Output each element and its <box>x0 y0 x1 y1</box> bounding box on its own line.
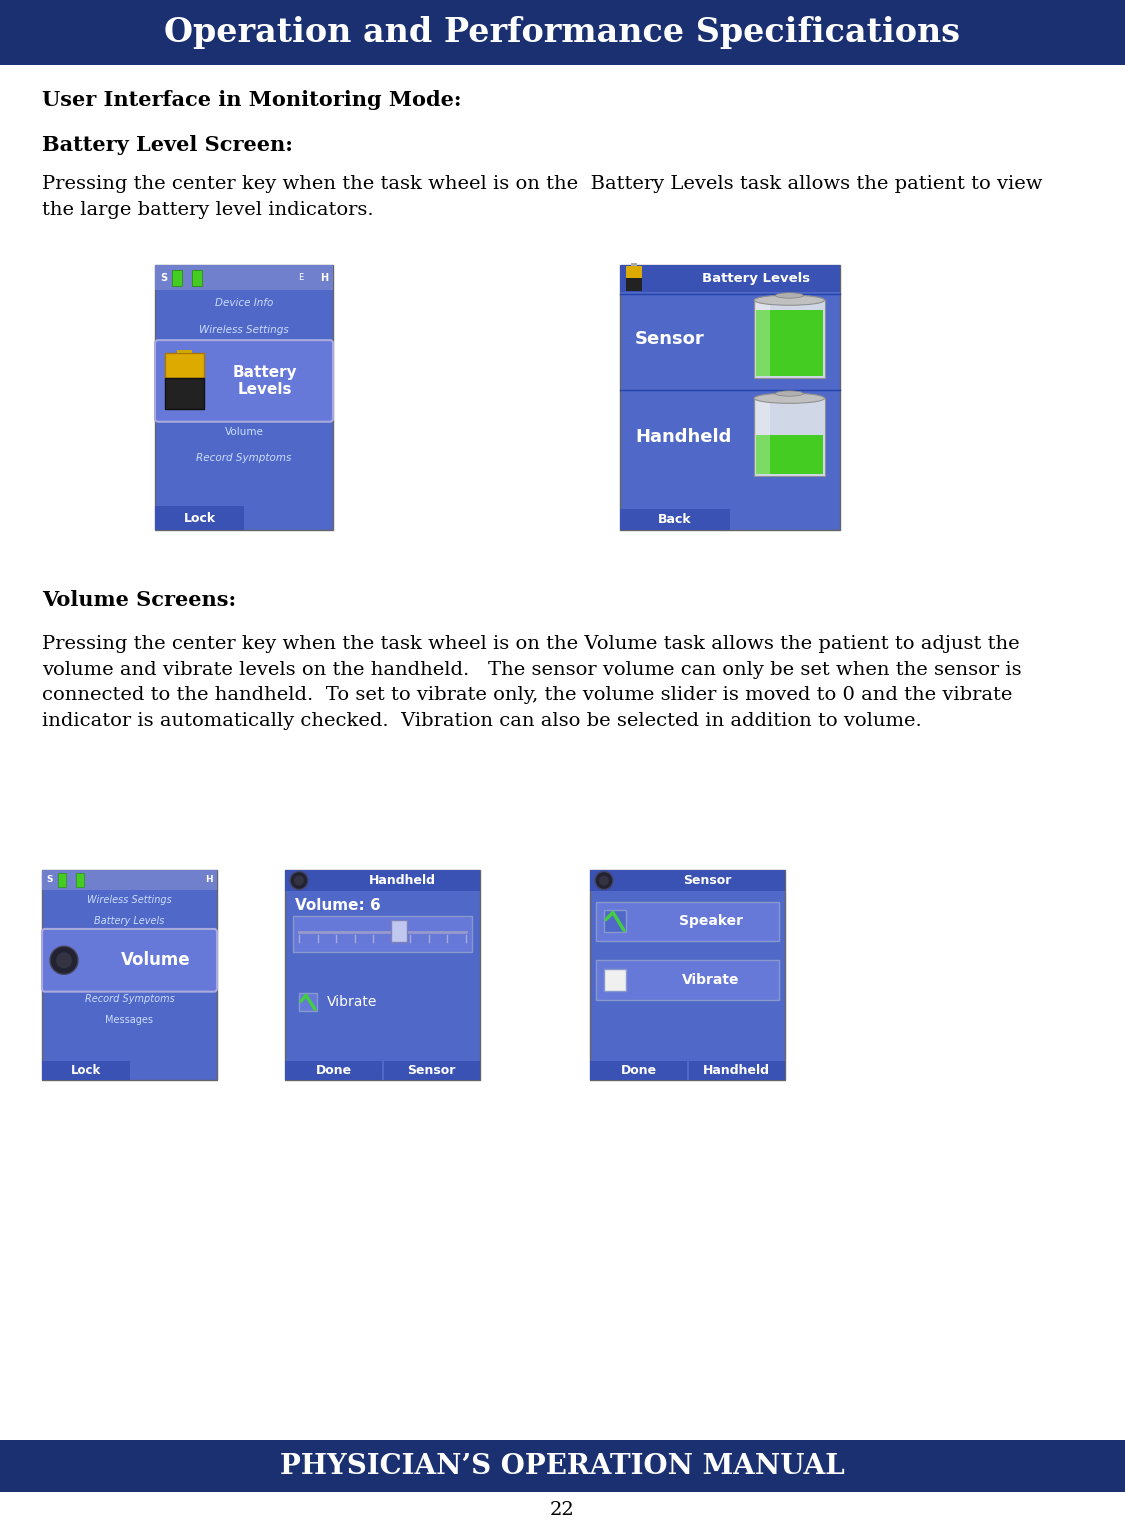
Bar <box>756 435 822 475</box>
Text: Messages: Messages <box>106 1015 153 1025</box>
Text: 22: 22 <box>550 1501 575 1519</box>
Bar <box>155 505 244 530</box>
Text: Back: Back <box>658 513 692 525</box>
Text: S: S <box>160 273 168 282</box>
Bar <box>165 353 204 379</box>
Text: Done: Done <box>316 1064 352 1077</box>
Bar <box>688 1061 785 1080</box>
Bar <box>42 870 217 890</box>
Text: Record Symptoms: Record Symptoms <box>197 454 291 464</box>
Bar <box>590 870 785 890</box>
Bar <box>384 1061 480 1080</box>
Text: H: H <box>319 273 328 282</box>
Bar <box>392 921 407 942</box>
Text: Handheld: Handheld <box>703 1064 770 1077</box>
FancyBboxPatch shape <box>42 928 217 991</box>
Bar <box>172 270 182 286</box>
Bar <box>620 508 730 530</box>
Text: Done: Done <box>621 1064 657 1077</box>
Bar <box>299 993 317 1011</box>
Bar <box>604 970 626 991</box>
Text: Battery Levels: Battery Levels <box>702 272 810 284</box>
Ellipse shape <box>775 391 803 395</box>
Text: Volume: 6: Volume: 6 <box>295 898 380 913</box>
Bar <box>620 266 840 292</box>
Ellipse shape <box>754 295 825 305</box>
Text: Lock: Lock <box>71 1064 101 1077</box>
Text: Speaker: Speaker <box>678 915 742 928</box>
Bar <box>626 266 642 278</box>
Text: Sensor: Sensor <box>683 873 731 887</box>
Circle shape <box>598 875 609 886</box>
Text: Battery Level Screen:: Battery Level Screen: <box>42 134 292 156</box>
Text: Operation and Performance Specifications: Operation and Performance Specifications <box>164 15 960 49</box>
Text: Handheld: Handheld <box>369 873 435 887</box>
Circle shape <box>595 872 613 890</box>
Bar <box>155 266 333 290</box>
Text: Volume Screens:: Volume Screens: <box>42 589 236 609</box>
Bar <box>756 302 771 376</box>
Bar <box>754 399 825 476</box>
Text: Sensor: Sensor <box>407 1064 456 1077</box>
Text: Volume: Volume <box>122 951 190 970</box>
Text: Battery Levels: Battery Levels <box>94 916 164 927</box>
Bar <box>42 870 217 1080</box>
Text: User Interface in Monitoring Mode:: User Interface in Monitoring Mode: <box>42 90 461 110</box>
Bar <box>590 1061 686 1080</box>
Bar <box>631 263 637 266</box>
Bar <box>192 270 202 286</box>
Text: Vibrate: Vibrate <box>682 973 739 988</box>
Text: Handheld: Handheld <box>634 428 731 446</box>
Text: H: H <box>206 875 213 884</box>
Bar <box>285 870 480 890</box>
Bar <box>177 350 192 353</box>
Text: Pressing the center key when the task wheel is on the  Battery Levels task allow: Pressing the center key when the task wh… <box>42 176 1043 218</box>
Bar <box>58 873 66 887</box>
Bar <box>292 916 472 951</box>
Bar <box>604 910 626 933</box>
Text: S: S <box>46 875 53 884</box>
Text: Sensor: Sensor <box>634 330 704 348</box>
Bar <box>626 278 642 290</box>
Text: Device Info: Device Info <box>215 298 273 308</box>
Text: PHYSICIAN’S OPERATION MANUAL: PHYSICIAN’S OPERATION MANUAL <box>280 1452 845 1480</box>
Text: Volume: Volume <box>225 428 263 437</box>
Bar <box>285 1061 381 1080</box>
Bar <box>165 379 204 409</box>
Bar <box>756 310 822 376</box>
Bar <box>155 266 333 530</box>
Text: Pressing the center key when the task wheel is on the Volume task allows the pat: Pressing the center key when the task wh… <box>42 635 1022 730</box>
Bar <box>0 0 1125 66</box>
Text: Record Symptoms: Record Symptoms <box>84 994 174 1005</box>
Ellipse shape <box>754 392 825 403</box>
Circle shape <box>290 872 308 890</box>
Text: E: E <box>298 273 304 282</box>
Bar <box>285 870 480 1080</box>
Bar <box>76 873 84 887</box>
Bar <box>754 301 825 379</box>
Text: Lock: Lock <box>183 512 216 525</box>
Circle shape <box>294 875 304 886</box>
Text: Wireless Settings: Wireless Settings <box>87 895 172 906</box>
Ellipse shape <box>775 293 803 298</box>
Bar <box>596 960 778 1000</box>
FancyBboxPatch shape <box>155 341 333 421</box>
Circle shape <box>50 947 78 974</box>
Circle shape <box>56 953 72 968</box>
Bar <box>596 901 778 942</box>
Bar <box>0 1440 1125 1492</box>
Text: Battery
Levels: Battery Levels <box>233 365 298 397</box>
Bar <box>590 870 785 1080</box>
Bar <box>756 400 771 475</box>
Text: Wireless Settings: Wireless Settings <box>199 325 289 334</box>
Bar <box>42 1061 129 1080</box>
Text: Vibrate: Vibrate <box>327 996 377 1009</box>
Bar <box>620 266 840 530</box>
